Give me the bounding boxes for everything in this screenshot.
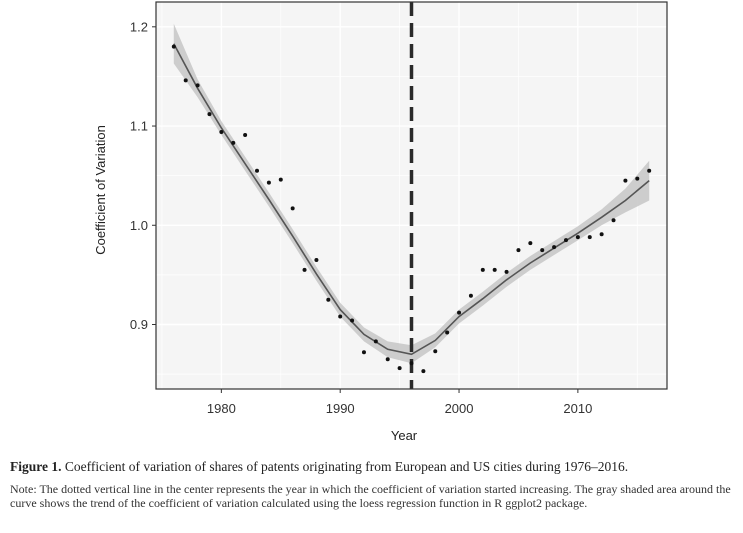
data-point <box>219 129 224 134</box>
plot-frame <box>155 1 668 390</box>
x-axis: 1980 1990 2000 2010 <box>207 389 592 416</box>
y-axis-title: Coefficient of Variation <box>93 125 108 255</box>
data-point <box>611 218 616 223</box>
data-point <box>587 235 592 240</box>
figure-caption: Figure 1. Coefficient of variation of sh… <box>10 458 738 510</box>
loess-fit-line <box>173 43 650 356</box>
data-point <box>492 267 497 272</box>
y-tick-label: 1.1 <box>130 119 148 134</box>
x-tick-label: 1980 <box>207 401 236 416</box>
data-point <box>290 206 295 211</box>
data-point <box>314 258 319 262</box>
data-point <box>409 361 414 366</box>
data-point <box>575 235 580 240</box>
data-point <box>255 168 260 173</box>
x-axis-title: Year <box>391 428 418 443</box>
y-axis: 0.9 1.0 1.1 1.2 <box>130 19 156 332</box>
data-point <box>635 176 640 181</box>
data-point <box>350 318 355 323</box>
data-point <box>647 168 652 173</box>
data-point <box>516 248 521 253</box>
x-tick-label: 2010 <box>563 401 592 416</box>
data-point <box>266 180 271 185</box>
data-point <box>528 241 533 246</box>
chart: 1980 1990 2000 2010 0.9 1.0 1.1 1.2 Year Coeff… <box>93 1 668 443</box>
data-point <box>480 267 485 272</box>
data-point <box>599 232 604 237</box>
confidence-ribbon <box>173 23 650 364</box>
data-point <box>445 330 450 335</box>
y-tick-label: 1.2 <box>130 19 148 34</box>
data-point <box>326 297 331 302</box>
data-point <box>540 248 545 253</box>
data-point <box>171 44 176 49</box>
data-point <box>302 267 307 272</box>
data-points <box>171 44 652 374</box>
data-point <box>338 314 343 319</box>
data-point <box>207 112 212 117</box>
data-point <box>397 366 402 371</box>
data-point <box>457 310 462 315</box>
data-point <box>373 339 378 344</box>
data-point <box>231 140 236 145</box>
data-point <box>195 83 200 88</box>
data-point <box>385 357 390 362</box>
x-tick-label: 1990 <box>326 401 355 416</box>
data-point <box>468 293 473 298</box>
data-point <box>278 177 283 182</box>
caption-note: Note: The dotted vertical line in the ce… <box>10 482 731 510</box>
figure-label: Figure 1. <box>10 459 62 474</box>
data-point <box>243 132 248 137</box>
data-point <box>183 78 188 83</box>
data-point <box>361 350 366 355</box>
caption-line: Figure 1. Coefficient of variation of sh… <box>10 458 738 476</box>
data-point <box>563 238 568 243</box>
data-point <box>623 178 628 183</box>
data-point <box>421 369 426 374</box>
y-tick-label: 1.0 <box>130 218 148 233</box>
caption-text: Coefficient of variation of shares of pa… <box>61 459 629 474</box>
y-tick-label: 0.9 <box>130 317 148 332</box>
data-point <box>552 245 557 250</box>
data-point <box>433 349 438 354</box>
data-point <box>504 269 509 274</box>
x-tick-label: 2000 <box>445 401 474 416</box>
